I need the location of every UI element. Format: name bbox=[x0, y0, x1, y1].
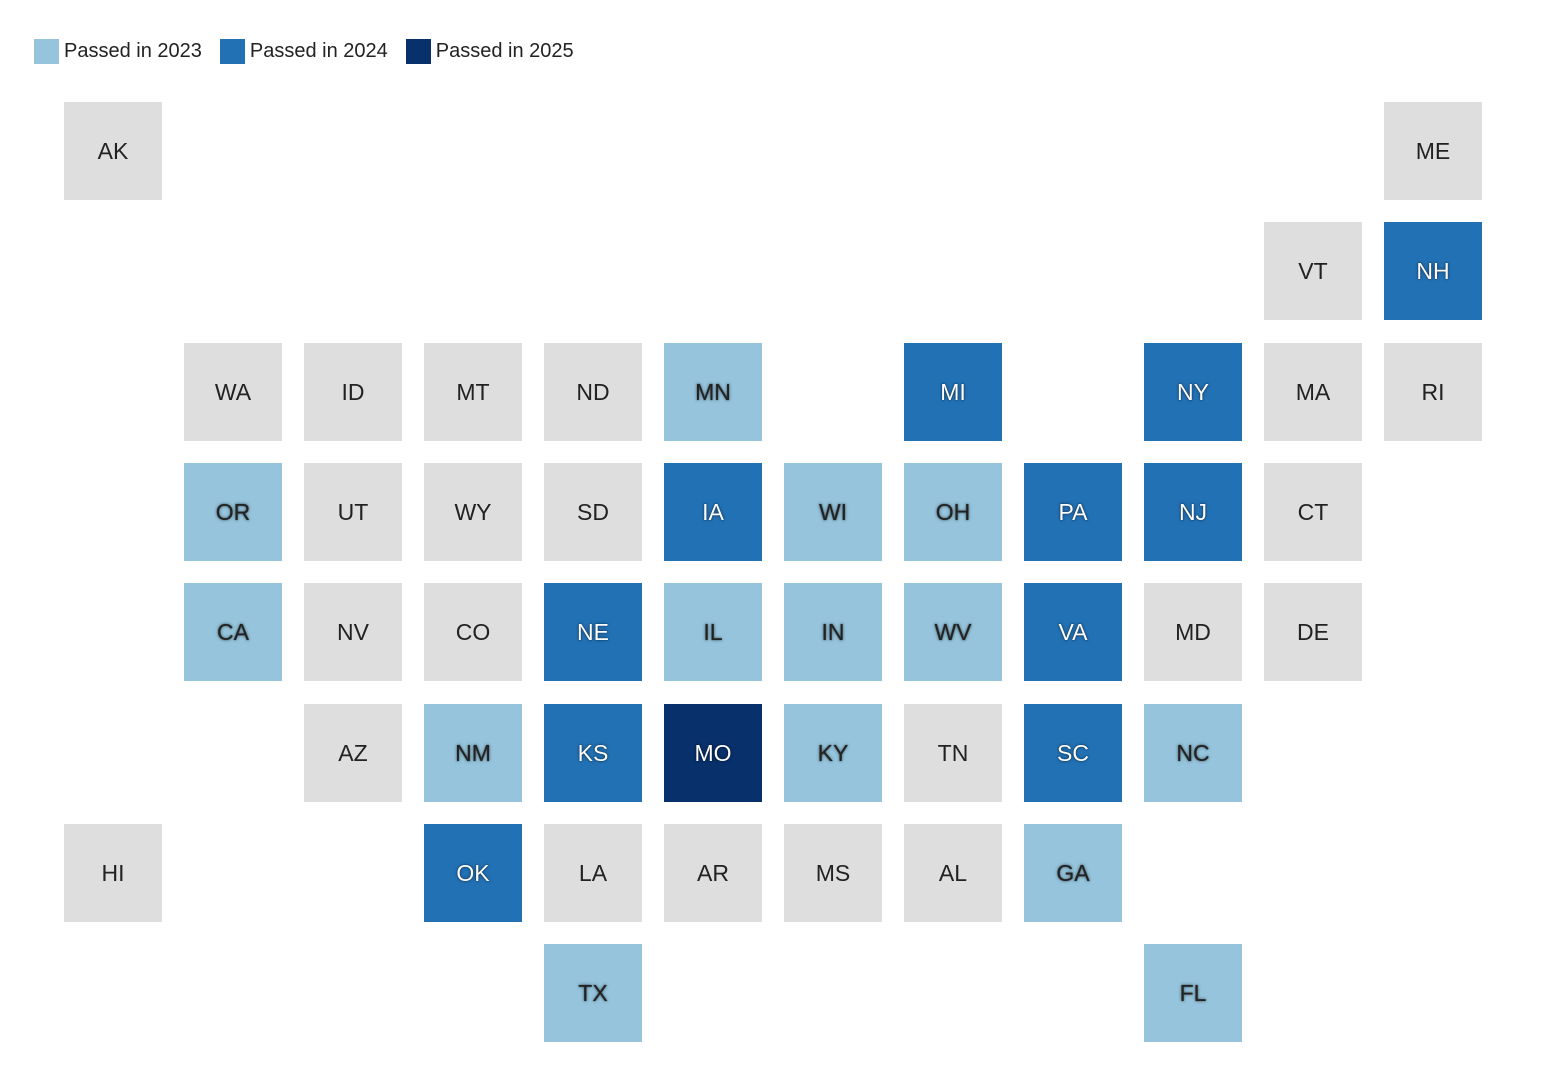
state-tile-md[interactable]: MD bbox=[1144, 583, 1242, 681]
legend-label-2024: Passed in 2024 bbox=[249, 39, 388, 62]
state-tile-oh[interactable]: OH bbox=[904, 463, 1002, 561]
state-tile-ga[interactable]: GA bbox=[1024, 824, 1122, 922]
state-tile-wy[interactable]: WY bbox=[424, 463, 522, 561]
state-tile-ia[interactable]: IA bbox=[664, 463, 762, 561]
state-tile-fl[interactable]: FL bbox=[1144, 944, 1242, 1042]
state-tile-ct[interactable]: CT bbox=[1264, 463, 1362, 561]
state-tile-ut[interactable]: UT bbox=[304, 463, 402, 561]
state-tile-ma[interactable]: MA bbox=[1264, 343, 1362, 441]
state-tile-mi[interactable]: MI bbox=[904, 343, 1002, 441]
state-tile-ny[interactable]: NY bbox=[1144, 343, 1242, 441]
legend-swatch-2025 bbox=[405, 38, 431, 64]
state-tile-nh[interactable]: NH bbox=[1384, 222, 1482, 320]
legend-item-2024: Passed in 2024 bbox=[219, 38, 388, 64]
state-tile-nj[interactable]: NJ bbox=[1144, 463, 1242, 561]
state-tile-hi[interactable]: HI bbox=[64, 824, 162, 922]
legend: Passed in 2023 Passed in 2024 Passed in 20… bbox=[34, 38, 592, 64]
state-tile-nv[interactable]: NV bbox=[304, 583, 402, 681]
state-tile-wa[interactable]: WA bbox=[184, 343, 282, 441]
legend-swatch-2024 bbox=[219, 38, 245, 64]
state-tile-co[interactable]: CO bbox=[424, 583, 522, 681]
state-tile-nc[interactable]: NC bbox=[1144, 704, 1242, 802]
state-tile-ks[interactable]: KS bbox=[544, 704, 642, 802]
state-tile-vt[interactable]: VT bbox=[1264, 222, 1362, 320]
state-tile-me[interactable]: ME bbox=[1384, 102, 1482, 200]
state-tile-nd[interactable]: ND bbox=[544, 343, 642, 441]
legend-item-2025: Passed in 2025 bbox=[405, 38, 574, 64]
state-tile-ak[interactable]: AK bbox=[64, 102, 162, 200]
state-tile-de[interactable]: DE bbox=[1264, 583, 1362, 681]
state-tile-la[interactable]: LA bbox=[544, 824, 642, 922]
state-tile-mt[interactable]: MT bbox=[424, 343, 522, 441]
state-tile-ca[interactable]: CA bbox=[184, 583, 282, 681]
state-tile-ne[interactable]: NE bbox=[544, 583, 642, 681]
state-tile-mo[interactable]: MO bbox=[664, 704, 762, 802]
state-tile-ri[interactable]: RI bbox=[1384, 343, 1482, 441]
state-tile-tn[interactable]: TN bbox=[904, 704, 1002, 802]
state-tile-mn[interactable]: MN bbox=[664, 343, 762, 441]
state-tile-or[interactable]: OR bbox=[184, 463, 282, 561]
state-tile-in[interactable]: IN bbox=[784, 583, 882, 681]
state-tile-al[interactable]: AL bbox=[904, 824, 1002, 922]
state-tile-az[interactable]: AZ bbox=[304, 704, 402, 802]
legend-item-2023: Passed in 2023 bbox=[34, 38, 202, 64]
state-tile-il[interactable]: IL bbox=[664, 583, 762, 681]
state-tile-id[interactable]: ID bbox=[304, 343, 402, 441]
state-tile-ar[interactable]: AR bbox=[664, 824, 762, 922]
state-tile-ky[interactable]: KY bbox=[784, 704, 882, 802]
state-tile-wi[interactable]: WI bbox=[784, 463, 882, 561]
state-tile-sd[interactable]: SD bbox=[544, 463, 642, 561]
state-tile-pa[interactable]: PA bbox=[1024, 463, 1122, 561]
state-tile-ok[interactable]: OK bbox=[424, 824, 522, 922]
legend-label-2023: Passed in 2023 bbox=[64, 39, 202, 62]
legend-label-2025: Passed in 2025 bbox=[435, 39, 574, 62]
state-tile-wv[interactable]: WV bbox=[904, 583, 1002, 681]
state-tile-tx[interactable]: TX bbox=[544, 944, 642, 1042]
state-tile-ms[interactable]: MS bbox=[784, 824, 882, 922]
state-tile-sc[interactable]: SC bbox=[1024, 704, 1122, 802]
state-tile-nm[interactable]: NM bbox=[424, 704, 522, 802]
legend-swatch-2023 bbox=[34, 38, 59, 64]
state-tile-va[interactable]: VA bbox=[1024, 583, 1122, 681]
